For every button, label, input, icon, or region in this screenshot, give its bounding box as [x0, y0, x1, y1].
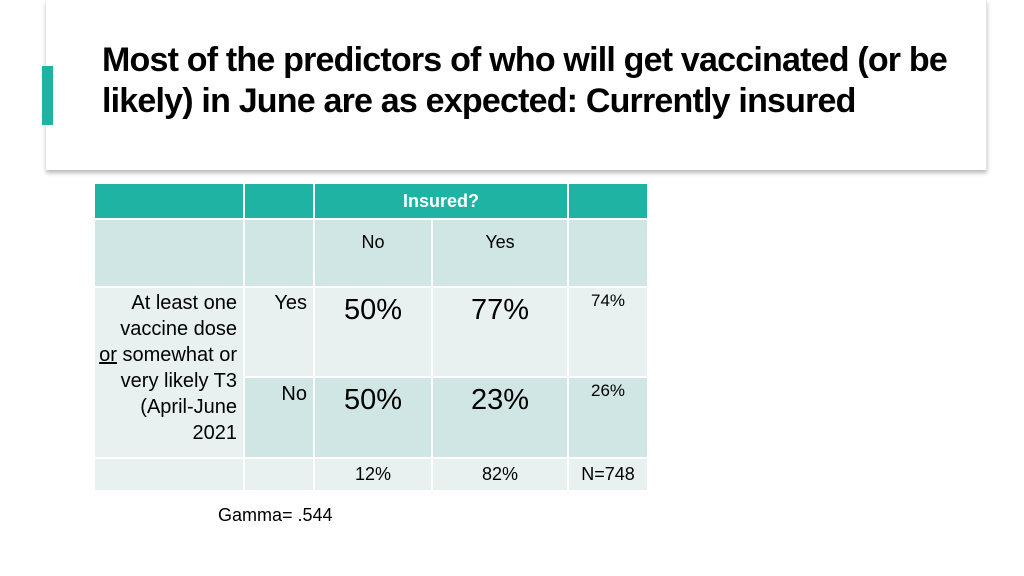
- row-label-line1: At least one vaccine dose: [120, 292, 237, 340]
- insured-header: Insured?: [313, 182, 569, 220]
- table-row: No 50% 23% 26%: [94, 376, 649, 459]
- subheader-empty-cell: [243, 218, 315, 288]
- row-label: At least one vaccine dose or somewhat or…: [93, 286, 245, 459]
- totals-empty-cell: [243, 457, 315, 492]
- row-answer-no: No: [243, 376, 315, 459]
- totals-row: 12% 82% N=748: [93, 457, 649, 492]
- subheader-empty-cell: [93, 218, 245, 288]
- subheader-empty-cell: [567, 218, 649, 288]
- table-row: At least one vaccine dose or somewhat or…: [93, 286, 649, 459]
- title-card: [46, 0, 987, 170]
- total-uninsured: 12%: [313, 457, 433, 492]
- row-label-or: or: [99, 344, 117, 366]
- totals-empty-cell: [93, 457, 245, 492]
- crosstab-table: Insured? No Yes At least one vaccine dos…: [93, 182, 649, 492]
- col-header-no: No: [313, 218, 433, 288]
- total-n: N=748: [567, 457, 649, 492]
- total-insured: 82%: [431, 457, 569, 492]
- cell-yes-total: 74%: [567, 286, 649, 378]
- cell-no-total: 26%: [567, 376, 649, 459]
- header-empty-cell: [243, 182, 315, 220]
- header-empty-cell: [567, 182, 649, 220]
- table-header-row: Insured?: [93, 182, 649, 220]
- row-label-line2: somewhat or very likely T3 (April-June 2…: [116, 344, 237, 444]
- gamma-stat: Gamma= .544: [218, 505, 333, 525]
- cell-yes-uninsured: 50%: [313, 286, 433, 378]
- cell-no-uninsured: 50%: [313, 376, 433, 459]
- header-empty-cell: [93, 182, 245, 220]
- accent-bar: [42, 66, 53, 125]
- table-subheader-row: No Yes: [93, 218, 649, 288]
- col-header-yes: Yes: [431, 218, 569, 288]
- cell-no-insured: 23%: [431, 376, 569, 459]
- slide-title: Most of the predictors of who will get v…: [102, 41, 948, 120]
- cell-yes-insured: 77%: [431, 286, 569, 378]
- row-answer-yes: Yes: [243, 286, 315, 378]
